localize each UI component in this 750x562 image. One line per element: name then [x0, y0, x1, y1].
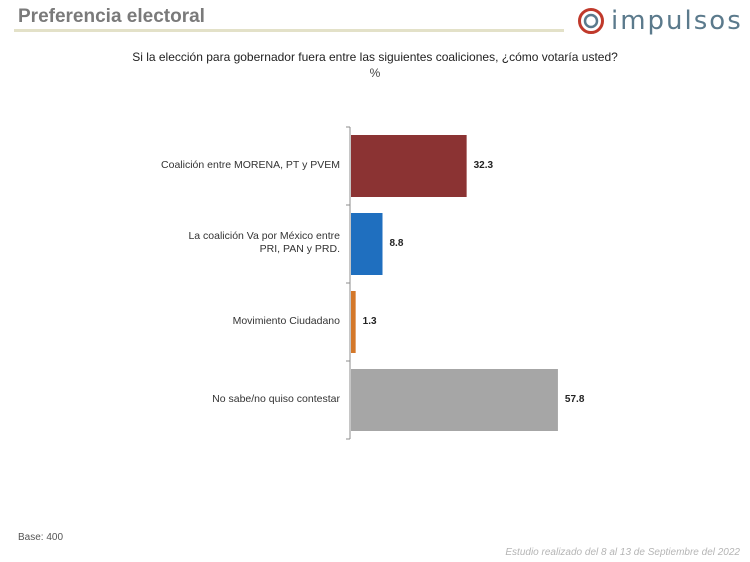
category-label-line: PRI, PAN y PRD.: [259, 243, 340, 255]
bar: [351, 369, 558, 431]
category-label: La coalición Va por México entre PRI, PAN…: [140, 230, 340, 256]
category-label-line: La coalición Va por México entre: [188, 230, 340, 242]
category-label: Movimiento Ciudadano: [140, 315, 340, 328]
page-title: Preferencia electoral: [18, 6, 205, 27]
survey-question: Si la elección para gobernador fuera ent…: [132, 50, 618, 64]
bar-value-label: 8.8: [389, 238, 404, 249]
logo-wordmark: impulsos: [611, 6, 743, 36]
bar-value-label: 1.3: [362, 316, 377, 327]
category-label-line: Movimiento Ciudadano: [232, 314, 340, 327]
bar-value-label: 57.8: [564, 394, 585, 405]
unit-label: %: [369, 66, 381, 80]
bar: [351, 291, 356, 353]
bar: [351, 135, 467, 197]
category-label-line: No sabe/no quiso contestar: [212, 392, 340, 405]
category-label-line: Coalición entre MORENA, PT y PVEM: [161, 158, 340, 171]
title-underline: [14, 29, 564, 32]
study-dates-note: Estudio realizado del 8 al 13 de Septiem…: [505, 547, 740, 558]
bar-value-label: 32.3: [473, 160, 494, 171]
sample-base: Base: 400: [18, 532, 64, 543]
impulsos-logo-icon: [578, 8, 604, 34]
category-label: Coalición entre MORENA, PT y PVEM: [140, 159, 340, 172]
brand-logo: impulsos: [577, 6, 743, 36]
category-label: No sabe/no quiso contestar: [140, 393, 340, 406]
bar: [351, 213, 383, 275]
